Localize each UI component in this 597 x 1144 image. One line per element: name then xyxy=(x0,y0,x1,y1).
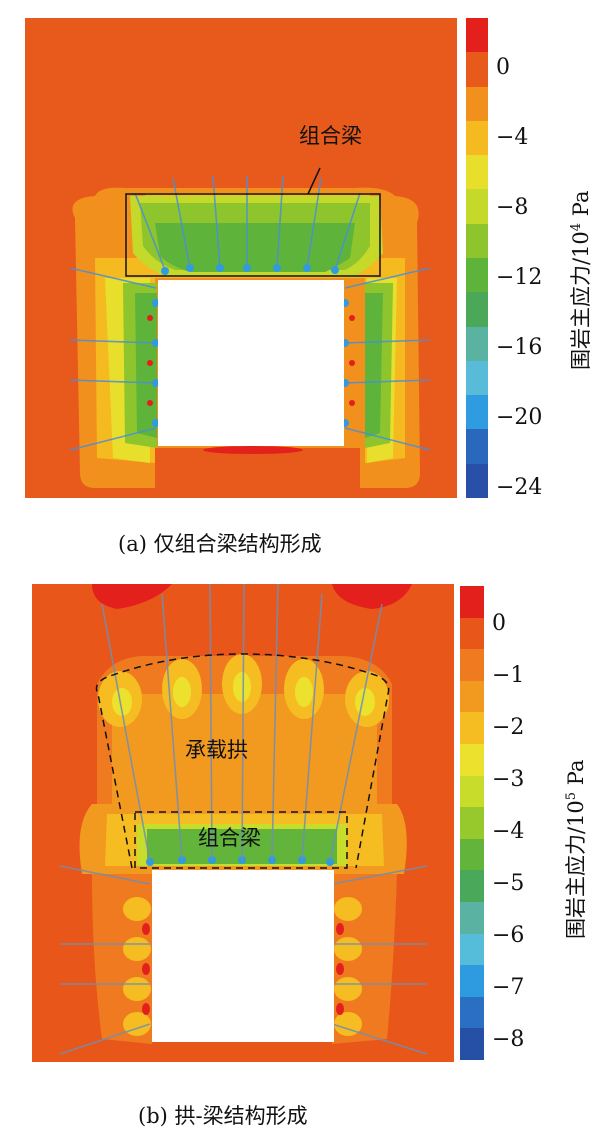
colorbar-segment xyxy=(460,965,484,998)
colorbar-tick-label: −5 xyxy=(492,871,525,896)
colorbar-segment xyxy=(460,870,484,903)
colorbar-tick-label: −6 xyxy=(492,923,525,948)
panel-b: 承载拱 组合梁 0 −1 −2 −3 −4 −5 −6 −7 −8 围岩主应力/105 Pa (… xyxy=(0,572,597,1144)
colorbar-segment xyxy=(466,429,488,465)
colorbar-segment xyxy=(466,326,488,362)
colorbar-tick-label: −24 xyxy=(496,475,543,500)
colorbar-label-a: 围岩主应力/104 Pa xyxy=(569,190,593,370)
colorbar-segment xyxy=(466,18,488,53)
colorbar-segment xyxy=(460,933,484,966)
colorbar-segment xyxy=(460,586,484,619)
colorbar-a xyxy=(466,18,488,499)
colorbar-segment xyxy=(460,996,484,1029)
colorbar-label-b: 围岩主应力/105 Pa xyxy=(564,759,588,939)
colorbar-segment xyxy=(466,155,488,190)
colorbar-segment xyxy=(460,744,484,777)
caption-a: (a) 仅组合梁结构形成 xyxy=(118,532,322,556)
colorbar-segment xyxy=(466,52,488,88)
colorbar-segment xyxy=(466,463,488,499)
colorbar-b xyxy=(460,586,484,1061)
colorbar-segment xyxy=(460,807,484,840)
colorbar-tick-label: −8 xyxy=(492,1027,525,1052)
colorbar-segment xyxy=(460,712,484,745)
stress-contour-b: 承载拱 组合梁 xyxy=(32,584,454,1062)
panel-a: 组合梁 0 −4 −8 −12 −16 −20 −24 围岩主应力/104 Pa (a) 仅… xyxy=(25,18,593,556)
colorbar-segment xyxy=(460,1028,484,1061)
stress-contour-a: 组合梁 xyxy=(25,18,457,498)
colorbar-tick-label: −7 xyxy=(492,975,525,1000)
colorbar-tick-label: −16 xyxy=(496,335,543,360)
colorbar-segment xyxy=(466,395,488,430)
colorbar-segment xyxy=(466,189,488,225)
colorbar-tick-label: −4 xyxy=(492,819,525,844)
colorbar-tick-label: −12 xyxy=(496,265,543,290)
colorbar-tick-label: −4 xyxy=(496,125,529,150)
colorbar-segment xyxy=(466,120,488,156)
colorbar-segment xyxy=(466,360,488,396)
colorbar-tick-label: 0 xyxy=(496,55,510,80)
colorbar-segment xyxy=(460,680,484,713)
colorbar-segment xyxy=(460,838,484,871)
colorbar-segment xyxy=(460,902,484,935)
colorbar-segment xyxy=(466,258,488,293)
colorbar-segment xyxy=(466,86,488,122)
composite-beam-label-a: 组合梁 xyxy=(299,124,362,148)
colorbar-segment xyxy=(460,649,484,682)
colorbar-segment xyxy=(460,775,484,808)
composite-beam-label-b: 组合梁 xyxy=(198,826,261,850)
colorbar-tick-label: −3 xyxy=(492,767,525,792)
caption-b: (b) 拱-梁结构形成 xyxy=(138,1104,308,1128)
colorbar-segment xyxy=(466,223,488,259)
colorbar-tick-label: 0 xyxy=(492,611,506,636)
colorbar-tick-label: −20 xyxy=(496,405,543,430)
colorbar-tick-label: −2 xyxy=(492,715,525,740)
colorbar-segment xyxy=(460,617,484,650)
bearing-arch-label: 承载拱 xyxy=(185,738,248,762)
colorbar-segment xyxy=(466,292,488,328)
colorbar-tick-label: −8 xyxy=(496,195,529,220)
colorbar-tick-label: −1 xyxy=(492,663,525,688)
